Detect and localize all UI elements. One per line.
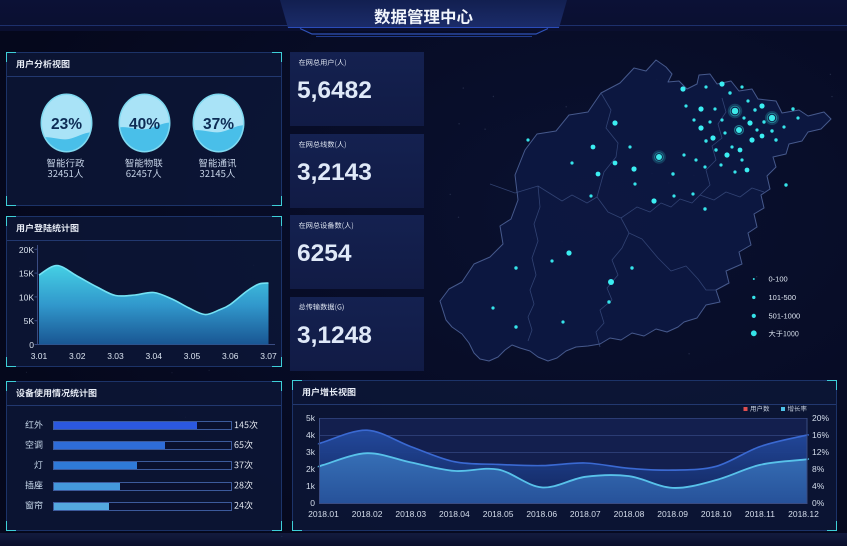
svg-text:4%: 4% <box>812 481 825 491</box>
svg-text:0: 0 <box>310 498 315 508</box>
svg-text:20%: 20% <box>812 413 829 423</box>
svg-text:2018.03: 2018.03 <box>395 509 426 519</box>
svg-text:3.02: 3.02 <box>69 351 86 361</box>
svg-text:2018.11: 2018.11 <box>745 509 775 519</box>
svg-text:2018.06: 2018.06 <box>526 509 557 519</box>
svg-text:15K: 15K <box>19 269 34 279</box>
svg-text:501-1000: 501-1000 <box>769 312 801 321</box>
svg-text:101-500: 101-500 <box>769 293 797 302</box>
svg-text:2018.05: 2018.05 <box>483 509 514 519</box>
svg-text:1k: 1k <box>306 481 316 491</box>
svg-text:3.01: 3.01 <box>31 351 48 361</box>
svg-text:3.04: 3.04 <box>145 351 162 361</box>
svg-text:20K: 20K <box>19 245 34 255</box>
svg-text:3.03: 3.03 <box>107 351 124 361</box>
svg-text:12%: 12% <box>812 447 829 457</box>
svg-text:3k: 3k <box>306 447 316 457</box>
svg-text:5k: 5k <box>306 413 316 423</box>
svg-text:2k: 2k <box>306 464 316 474</box>
svg-text:23%: 23% <box>51 116 82 133</box>
svg-text:0%: 0% <box>812 498 825 508</box>
svg-text:2018.01: 2018.01 <box>308 509 339 519</box>
svg-text:16%: 16% <box>812 430 829 440</box>
svg-text:2018.10: 2018.10 <box>701 509 732 519</box>
svg-text:3.06: 3.06 <box>222 351 239 361</box>
svg-text:2018.04: 2018.04 <box>439 509 470 519</box>
svg-text:40%: 40% <box>129 116 160 133</box>
svg-text:5K: 5K <box>24 316 35 326</box>
svg-text:0: 0 <box>29 340 34 350</box>
svg-text:2018.07: 2018.07 <box>570 509 601 519</box>
svg-text:4k: 4k <box>306 430 316 440</box>
svg-text:3.07: 3.07 <box>260 351 277 361</box>
svg-text:2018.08: 2018.08 <box>614 509 645 519</box>
svg-text:2018.02: 2018.02 <box>352 509 383 519</box>
svg-text:2018.09: 2018.09 <box>657 509 688 519</box>
svg-text:37%: 37% <box>203 116 234 133</box>
svg-text:0-100: 0-100 <box>769 275 788 284</box>
svg-text:8%: 8% <box>812 464 825 474</box>
svg-text:2018.12: 2018.12 <box>788 509 819 519</box>
svg-text:3.05: 3.05 <box>184 351 201 361</box>
svg-text:10K: 10K <box>19 292 34 302</box>
